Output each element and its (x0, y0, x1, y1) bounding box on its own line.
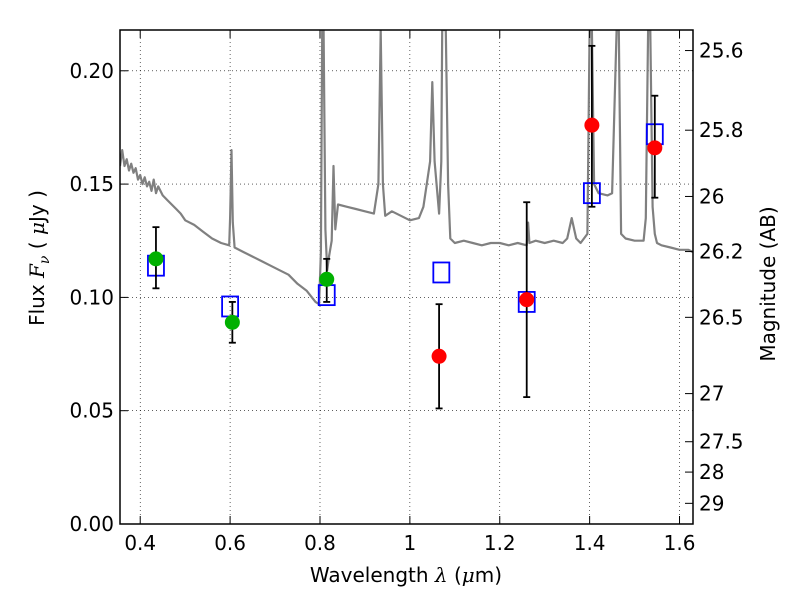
right-axis-title: Magnitude (AB) (756, 206, 780, 361)
y-tick-label: 0.15 (69, 172, 114, 196)
mag-tick-label: 26 (699, 184, 724, 208)
y-axis-title: Flux Fν ( μJy ) (25, 190, 53, 326)
data-point (319, 271, 335, 287)
y-tick-label: 0.20 (69, 59, 114, 83)
x-tick-label: 1.4 (574, 531, 606, 555)
x-tick-label: 1 (404, 531, 417, 555)
x-axis-title: Wavelength λ (μm) (310, 563, 502, 587)
data-point (148, 251, 164, 267)
data-point (431, 348, 447, 364)
mag-tick-label: 27 (699, 382, 724, 406)
data-point (224, 314, 240, 330)
mag-tick-label: 29 (699, 491, 724, 515)
x-tick-label: 0.4 (124, 531, 156, 555)
y-tick-label: 0.10 (69, 285, 114, 309)
plot-frame (119, 29, 694, 525)
mag-tick-label: 26.2 (699, 240, 744, 264)
mag-tick-label: 25.6 (699, 39, 744, 63)
y-tick-label: 0.05 (69, 399, 114, 423)
y-tick-label: 0.00 (69, 512, 114, 536)
mag-tick-label: 25.8 (699, 118, 744, 142)
mag-tick-label: 28 (699, 460, 724, 484)
data-point (519, 292, 535, 308)
model-square-marker (432, 261, 451, 284)
mag-tick-label: 27.5 (699, 430, 744, 454)
data-point (584, 117, 600, 133)
axis-ticks: 0.4 0.6 0.8 1 1.2 1.4 1.6 0.00 0.05 0.10 0.15 0.20 2… (69, 30, 744, 555)
x-tick-label: 1.6 (664, 531, 696, 555)
data-point (647, 140, 663, 156)
plot-area (120, 30, 693, 410)
x-tick-label: 0.6 (214, 531, 246, 555)
spectrum-line (120, 30, 693, 306)
grid-lines (120, 30, 693, 525)
x-tick-label: 0.8 (304, 531, 336, 555)
mag-tick-label: 26.5 (699, 305, 744, 329)
x-tick-label: 1.2 (484, 531, 516, 555)
